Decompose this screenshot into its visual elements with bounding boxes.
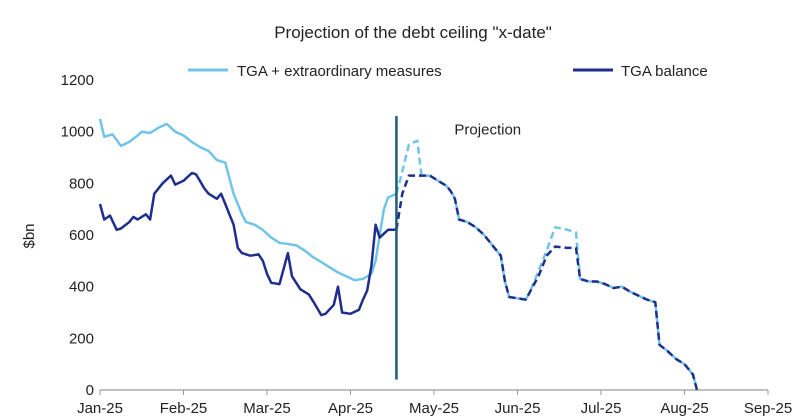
y-tick-label: 0 <box>86 382 94 399</box>
legend-label-tga-extraordinary: TGA + extraordinary measures <box>237 63 442 80</box>
x-tick-label: Sep-25 <box>744 400 792 417</box>
series-line-tga-extraordinary-projection <box>395 139 699 391</box>
legend: TGA + extraordinary measures TGA balance <box>188 63 708 80</box>
y-axis-title: $bn <box>21 223 38 248</box>
x-tick-label: Mar-25 <box>243 400 291 417</box>
series-line-tga-extraordinary-actual <box>98 118 397 282</box>
y-tick-label: 1200 <box>61 72 94 89</box>
projection-label: Projection <box>454 121 521 138</box>
y-tick-label: 600 <box>69 227 94 244</box>
x-axis: Jan-25 Feb-25 Mar-25 Apr-25 May-25 Jun-25 Jul-… <box>77 389 792 417</box>
y-tick-label: 1000 <box>61 124 94 141</box>
x-tick-label: Feb-25 <box>160 400 208 417</box>
chart-title: Projection of the debt ceiling "x-date" <box>274 23 552 42</box>
series-line-tga-balance-projection <box>395 174 699 391</box>
y-tick-labels: 0 200 400 600 800 1000 1200 <box>61 72 94 399</box>
x-tick-label: May-25 <box>409 400 459 417</box>
x-tick-label: Jun-25 <box>495 400 541 417</box>
series-line-tga-balance-actual <box>98 171 397 317</box>
x-tick-label: Apr-25 <box>328 400 373 417</box>
y-tick-label: 400 <box>69 279 94 296</box>
x-tick-label: Jan-25 <box>77 400 123 417</box>
series-layer <box>98 118 699 391</box>
y-tick-label: 200 <box>69 330 94 347</box>
y-tick-label: 800 <box>69 175 94 192</box>
legend-label-tga-balance: TGA balance <box>621 63 708 80</box>
x-tick-label: Aug-25 <box>660 400 708 417</box>
x-tick-label: Jul-25 <box>581 400 622 417</box>
